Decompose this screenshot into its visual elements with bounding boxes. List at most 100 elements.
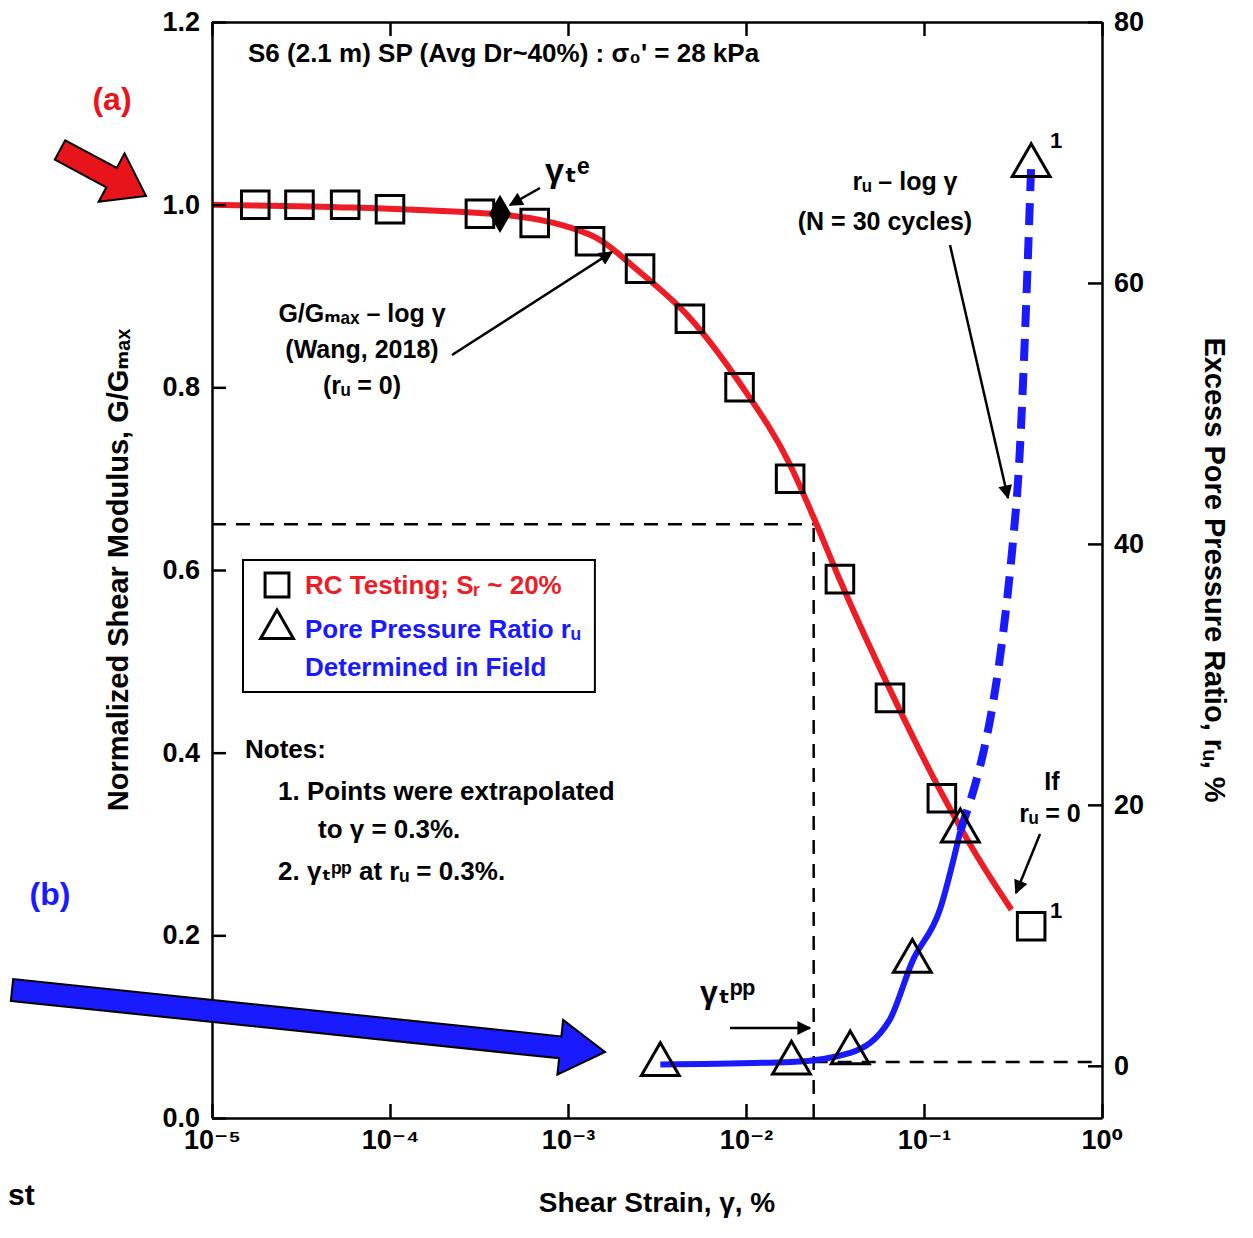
annotation: (rᵤ = 0) [323,371,401,399]
reference-line [812,524,815,1118]
pointer-arrow [11,979,605,1075]
marker-square [876,684,904,712]
marker-square [626,255,654,283]
annotation: γₜᵉ [545,151,590,189]
tick-label: 60 [1114,268,1144,298]
arrow [452,252,612,355]
tick: 0 [1088,1051,1129,1081]
marker-square [241,191,269,219]
x-axis-line [213,1117,1103,1120]
legend: RC Testing; Sᵣ ~ 20% Pore Pressure Ratio … [243,560,595,692]
annotation: G/Gₘₐₓ – log γ [278,299,445,327]
tick-label: 1.2 [162,7,200,37]
reference-line [212,523,814,526]
arrow [510,188,540,205]
tick-mark [1088,543,1102,546]
marker-square [676,305,704,333]
tick: 0.4 [162,738,226,768]
dashed-curve [960,166,1031,831]
tick-mark [567,1104,570,1118]
y2-axis-title: Excess Pore Pressure Ratio, rᵤ, % [1199,337,1231,802]
annotation: to γ = 0.3%. [318,814,460,844]
tick [924,22,925,36]
tick-mark [1088,804,1102,807]
tick: 0.0 [162,1103,226,1133]
y-axis: 0.00.20.40.60.81.01.2 [162,7,226,1133]
marker-square [776,465,804,493]
y2-axis-line [1101,23,1104,1119]
legend-label-line: RC Testing; Sᵣ ~ 20% [305,570,562,600]
tick [390,22,391,36]
marker-triangle [773,1041,811,1074]
tick: 0.6 [162,555,226,585]
tick-mark [1088,282,1102,285]
tick [746,22,747,36]
marker-square [376,195,404,223]
marker-square [1017,912,1045,940]
x-axis-top-line [213,21,1103,24]
tick-label: 10⁻⁴ [362,1125,420,1155]
tick: 20 [1088,790,1144,820]
tick-mark [567,22,570,36]
tick: 10⁻¹ [898,1104,951,1155]
y-axis-title: Normalized Shear Modulus, G/Gₘₐₓ [102,328,134,811]
x-axis-title: Shear Strain, γ, % [539,1187,776,1218]
tick-mark [212,752,226,755]
marker-diamond [491,198,510,230]
marker-square [521,209,549,237]
panel-label: (b) [30,876,71,912]
annotation: 2. γₜᵖᵖ at rᵤ = 0.3%. [278,856,505,886]
annotation: γₜᵖᵖ [700,974,755,1010]
marker-triangle [831,1031,869,1064]
marker-square [726,374,754,402]
tick: 80 [1088,7,1144,37]
tick-label: 10⁻³ [542,1125,595,1155]
tick: 0.2 [162,920,226,950]
tick: 60 [1088,268,1144,298]
tick-mark [923,1104,926,1118]
arrow [1016,834,1040,893]
curve [212,205,1011,910]
marker-square [928,785,956,813]
tick-label: 10⁻¹ [898,1125,951,1155]
tick: 10⁻⁴ [362,1104,420,1155]
tick-label: 0.6 [162,555,200,585]
legend-marker [261,610,294,638]
arrow [950,245,1008,498]
pointer-arrow [55,140,146,202]
marker-triangle [1012,144,1050,177]
annotation: rᵤ – log γ [852,167,957,195]
y2-axis: 0 20 40 60 80 [1088,7,1144,1118]
marker-triangle [941,809,979,842]
tick-mark [745,1104,748,1118]
marker-triangle [893,940,931,973]
x-axis: 10⁻⁵10⁻⁴10⁻³10⁻²10⁻¹10⁰ [184,1104,1123,1155]
plot-area [212,144,1102,1118]
tick-label: 0.4 [162,738,200,768]
x-axis-top [213,22,1103,36]
panel-label: (a) [92,81,131,117]
tick-label: 10⁻² [720,1125,773,1155]
legend-label-line: Pore Pressure Ratio rᵤ [305,614,581,644]
legend-box [243,560,595,692]
tick: 10⁻² [720,1104,773,1155]
tick-mark [212,935,226,938]
tick-label: 40 [1114,529,1144,559]
legend-label: Pore Pressure Ratio rᵤDetermined in Fiel… [305,614,581,682]
tick-mark [923,22,926,36]
tick-label: 0.0 [162,1103,200,1133]
tick-mark [212,204,226,207]
legend-marker [265,573,289,597]
annotation: rᵤ = 0 [1019,799,1080,827]
tick-mark [745,22,748,36]
marker-square [826,565,854,593]
tick-label: 10⁰ [1082,1125,1124,1155]
tick-label: 80 [1114,7,1144,37]
tick: 1.2 [162,7,226,37]
tick-label: 0.8 [162,372,200,402]
title: S6 (2.1 m) SP (Avg Dr~40%) : σ₀' = 28 kP… [248,38,760,68]
chart: 10⁻⁵10⁻⁴10⁻³10⁻²10⁻¹10⁰0.00.20.40.60.81.… [0,0,1253,1238]
tick-mark [1088,1065,1102,1068]
tick: 40 [1088,529,1144,559]
tick-mark [389,1104,392,1118]
